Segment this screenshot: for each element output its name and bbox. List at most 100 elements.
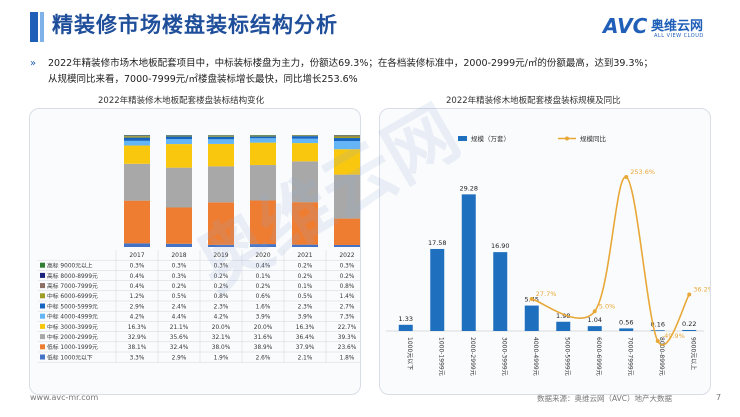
table-cell-value: 0.2% xyxy=(340,274,355,280)
legend-label: 中标 2000-2999元 xyxy=(47,333,98,341)
stacked-bar-segment xyxy=(250,136,276,139)
stacked-bar-segment xyxy=(124,136,150,138)
stacked-bar-segment xyxy=(166,243,192,247)
x-tick-label: 7000-7999元 xyxy=(626,337,633,376)
bar-value-label: 16.90 xyxy=(491,242,510,250)
legend-swatch xyxy=(40,334,45,340)
table-cell-value: 35.6% xyxy=(170,335,189,341)
legend-swatch xyxy=(40,262,45,268)
bar xyxy=(587,326,602,331)
logo-avc: AVC xyxy=(603,14,648,38)
table-cell-value: 2.3% xyxy=(214,304,229,310)
title-accent-bar xyxy=(30,12,38,42)
stacked-bar-segment xyxy=(166,207,192,244)
table-cell-value: 2.6% xyxy=(256,355,271,361)
stacked-bar-segment xyxy=(124,200,150,244)
table-cell-value: 38.1% xyxy=(128,345,147,351)
stacked-bar-segment xyxy=(250,165,276,201)
summary-text: » 2022年精装修市场木地板配套项目中，中标装标楼盘为主力，份额达69.3%；… xyxy=(30,56,720,88)
table-cell-value: 2.9% xyxy=(172,355,187,361)
table-cell-value: 2.3% xyxy=(298,304,313,310)
x-tick-label: 3000-3999元 xyxy=(500,337,507,376)
table-cell-value: 16.3% xyxy=(128,325,147,331)
table-cell-value: 3.9% xyxy=(298,315,313,321)
table-cell-value: 0.3% xyxy=(340,264,355,270)
table-cell-value: 0.1% xyxy=(298,284,313,290)
bar xyxy=(682,329,697,331)
x-tick-label: 2020 xyxy=(255,252,270,259)
stacked-bar-segment xyxy=(334,138,360,142)
x-tick-label: 6000-6999元 xyxy=(595,337,602,376)
table-cell-value: 37.9% xyxy=(296,345,315,351)
stacked-bar-segment xyxy=(334,135,360,137)
stacked-bar-segment xyxy=(250,142,276,166)
table-cell-value: 1.9% xyxy=(214,355,229,361)
bar-value-label: 29.28 xyxy=(459,184,478,192)
footer-source: 数据来源：奥维云网（AVC）地产大数据 xyxy=(537,394,673,403)
combo-bar-line-chart: 规模（万套） 规模同比 1.33 1000元以下 17.58 1000-1999元 29.2… xyxy=(386,134,714,376)
legend-swatch xyxy=(40,323,45,329)
table-cell-value: 16.3% xyxy=(296,325,315,331)
stacked-bar-segment xyxy=(334,149,360,175)
table-cell-value: 32.9% xyxy=(128,335,147,341)
page-number: 7 xyxy=(716,393,722,402)
stacked-bar-segment xyxy=(292,202,318,245)
table-cell-value: 0.2% xyxy=(298,264,313,270)
table-cell-value: 20.0% xyxy=(212,325,231,331)
table-cell-value: 23.6% xyxy=(338,345,357,351)
table-cell-value: 32.4% xyxy=(170,345,189,351)
yoy-point xyxy=(655,338,660,343)
stacked-bar-segment xyxy=(166,144,192,168)
table-cell-value: 0.5% xyxy=(298,294,313,300)
bar-value-label: 0.22 xyxy=(682,320,696,328)
stacked-bar-segment xyxy=(208,136,234,140)
summary-line-2: 从规模同比来看，7000-7999元/㎡楼盘装标增长最快，同比增长253.6% xyxy=(48,74,358,85)
yoy-value-label: 36.2% xyxy=(693,285,710,293)
yoy-value-label: 27.7% xyxy=(536,290,557,298)
legend-swatch xyxy=(40,354,45,360)
bar-value-label: 0.56 xyxy=(619,318,633,326)
legend-label: 中标 5000-5999元 xyxy=(47,302,98,310)
legend-label: 规模（万套） xyxy=(471,134,510,143)
table-cell-value: 2.1% xyxy=(298,355,313,361)
stacked-bar-segment xyxy=(334,218,360,245)
stacked-bar-segment xyxy=(208,139,234,144)
table-cell-value: 0.2% xyxy=(214,274,229,280)
x-tick-label: 8000-8999元 xyxy=(658,337,665,376)
stacked-bar-segment xyxy=(166,167,192,208)
legend-swatch xyxy=(40,293,45,299)
summary-line-1: 2022年精装修市场木地板配套项目中，中标装标楼盘为主力，份额达69.3%；在各… xyxy=(48,58,654,69)
table-cell-value: 0.2% xyxy=(256,284,271,290)
stacked-bar-segment xyxy=(292,143,318,162)
table-cell-value: 31.6% xyxy=(254,335,273,341)
stacked-bar-segment xyxy=(208,166,234,203)
yoy-value-label: 5.0% xyxy=(599,302,616,310)
table-cell-value: 0.3% xyxy=(172,274,187,280)
table-cell-value: 0.1% xyxy=(256,274,271,280)
legend-label: 低标 1000元以下 xyxy=(47,353,93,361)
yoy-point xyxy=(687,292,692,297)
page-title: 精装修市场楼盘装标结构分析 xyxy=(52,13,338,37)
table-cell-value: 0.2% xyxy=(172,284,187,290)
stacked-bar-segment xyxy=(250,135,276,137)
legend-label: 高标 9000元以上 xyxy=(47,262,93,270)
table-cell-value: 0.3% xyxy=(130,264,145,270)
stacked-bar-segment xyxy=(334,174,360,219)
yoy-point xyxy=(592,309,597,314)
stacked-bar-segment xyxy=(208,202,234,245)
legend-swatch xyxy=(40,283,45,289)
bar xyxy=(398,324,413,331)
legend-label: 低标 1000-1999元 xyxy=(47,343,98,351)
double-arrow-icon: » xyxy=(30,58,37,69)
stacked-bar-segment xyxy=(292,161,318,203)
legend-swatch xyxy=(565,136,569,141)
bar-value-label: 1.98 xyxy=(556,312,570,320)
table-cell-value: 2.4% xyxy=(172,304,187,310)
x-tick-label: 5000-5999元 xyxy=(563,337,570,376)
x-tick-label: 2022 xyxy=(339,252,354,259)
stacked-bar-segment xyxy=(124,243,150,247)
stacked-bar-chart: 2017 2018 2019 2020 2021 2022 高标 9000元以上 0.3% 0.… xyxy=(38,135,369,363)
legend-label: 中标 6000-6999元 xyxy=(47,292,98,300)
stacked-bar-segment xyxy=(208,244,234,247)
yoy-point xyxy=(624,175,629,179)
